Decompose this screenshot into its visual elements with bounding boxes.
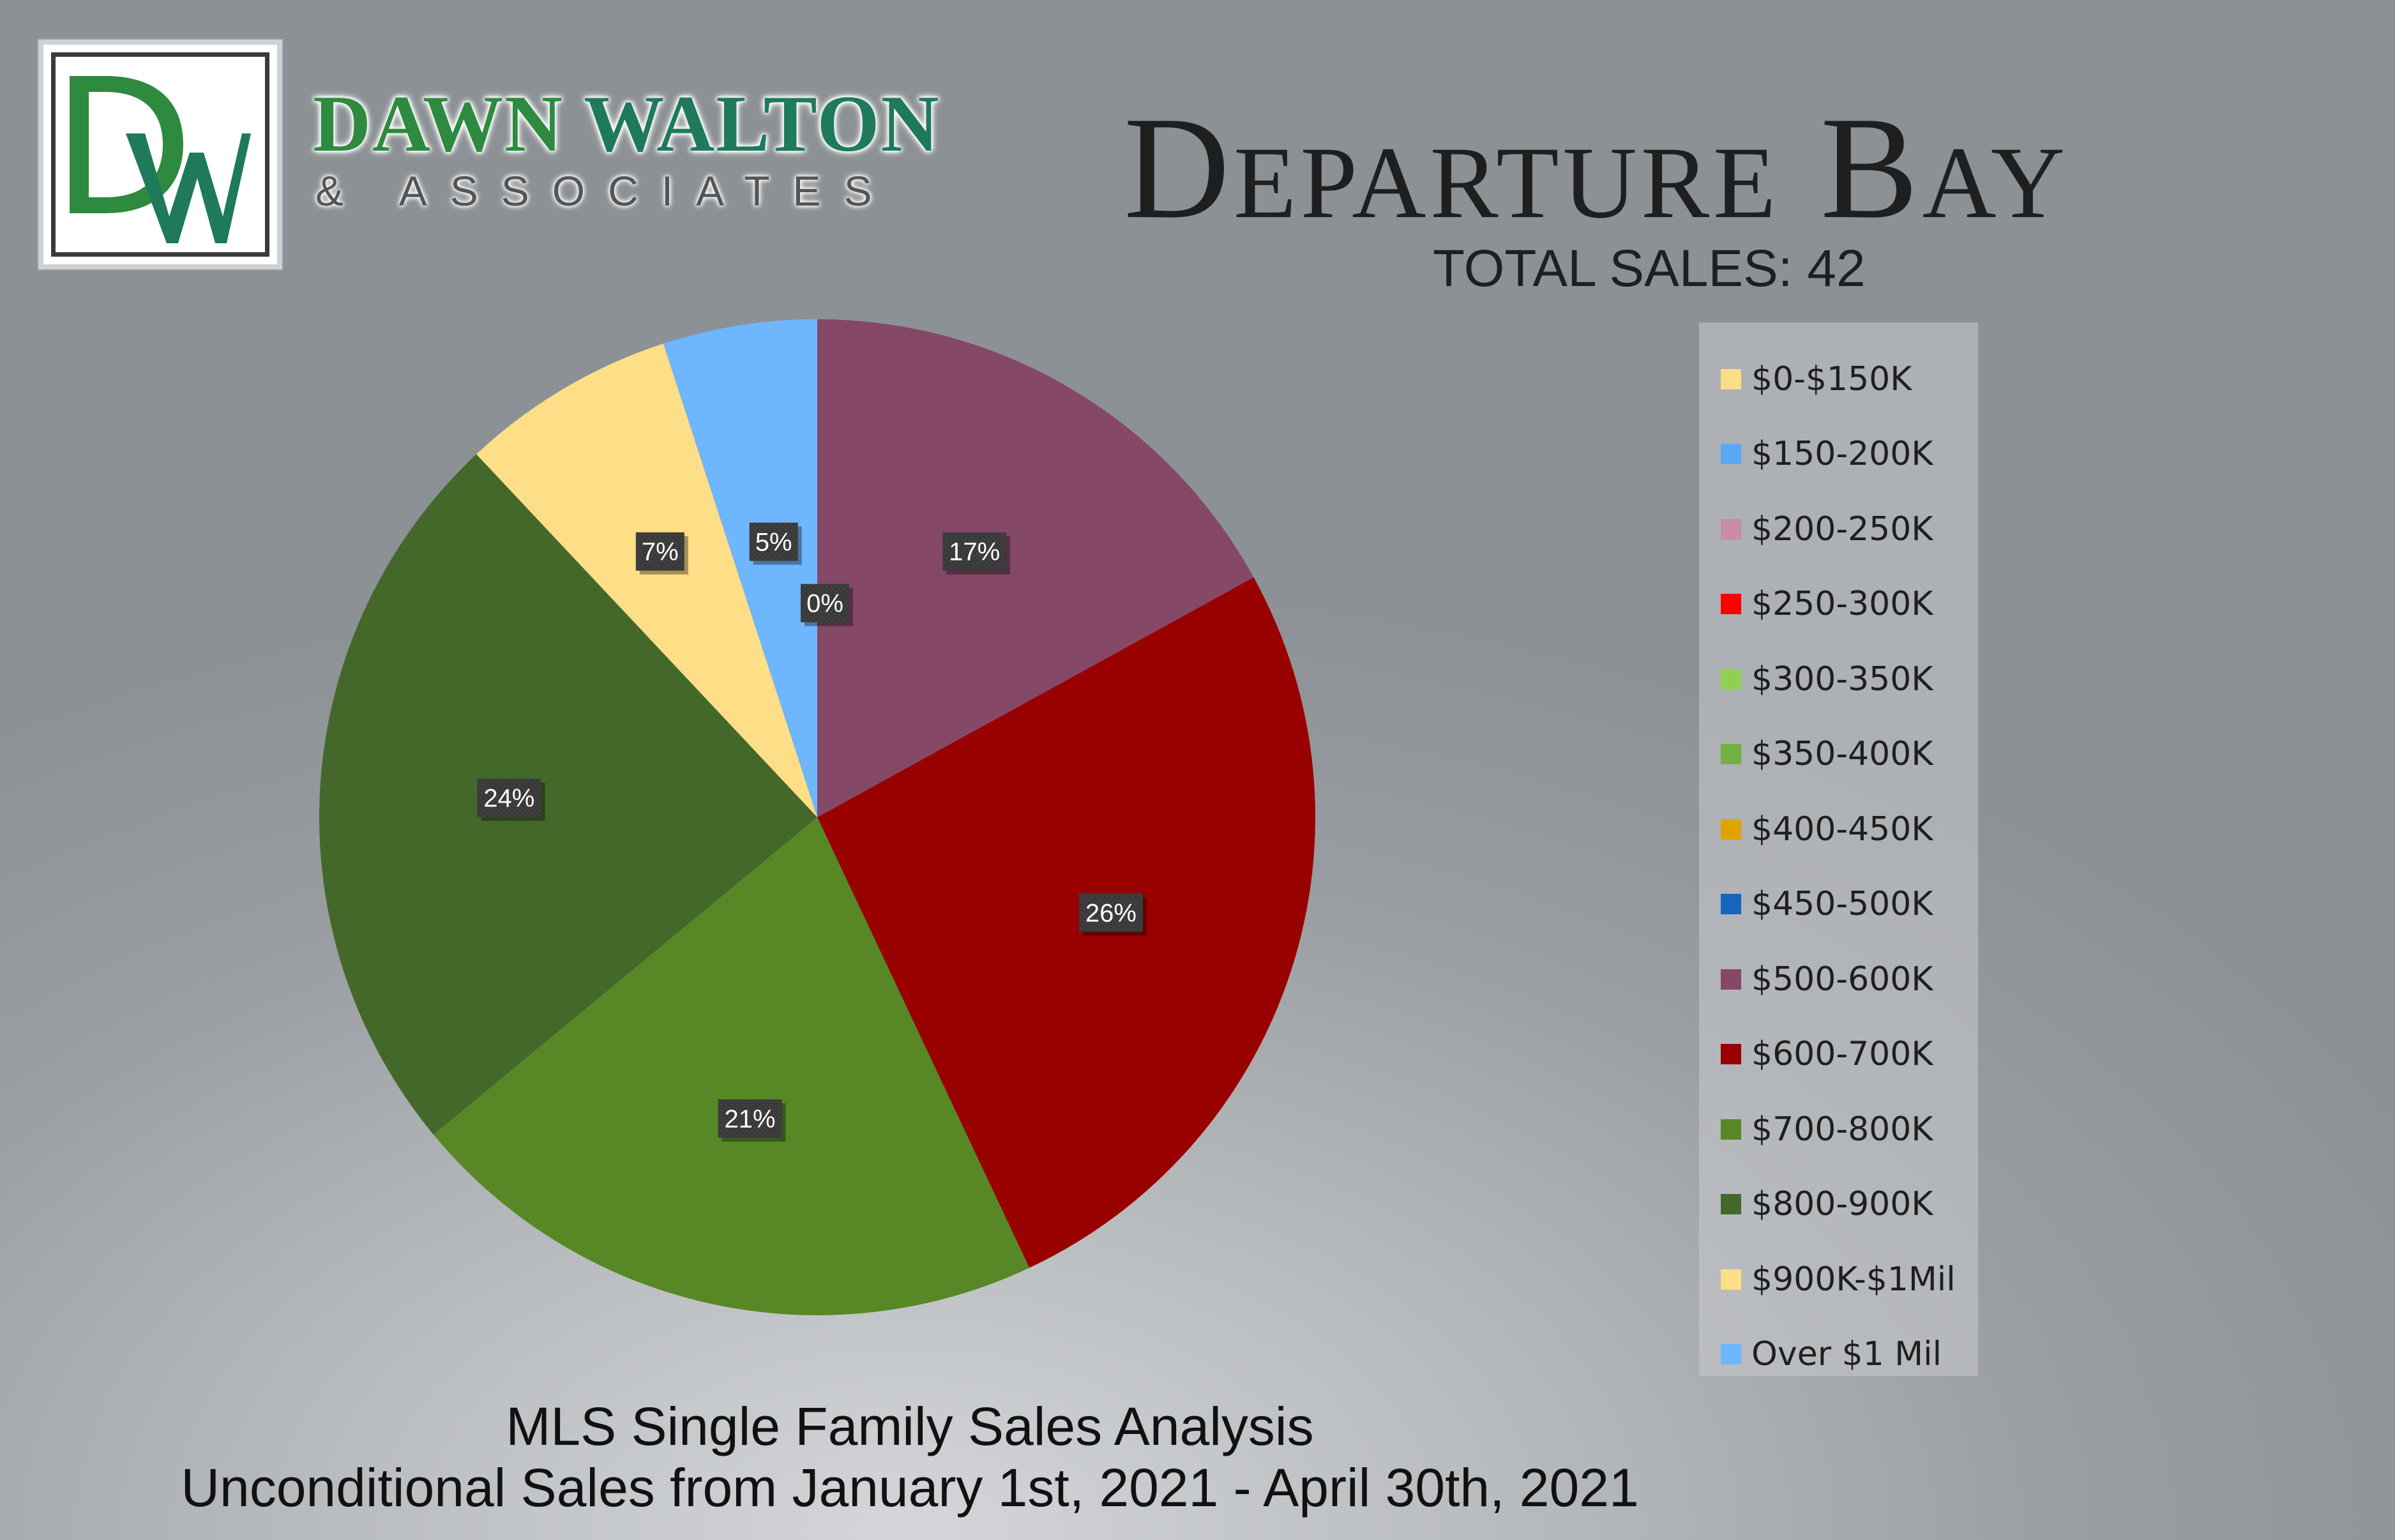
legend-swatch bbox=[1721, 1344, 1741, 1365]
footer-date-range: Unconditional Sales from January 1st, 20… bbox=[181, 1458, 1639, 1518]
legend-label: $200-250K bbox=[1751, 510, 1933, 548]
legend-swatch bbox=[1721, 594, 1741, 615]
logo-monogram bbox=[51, 52, 269, 257]
legend-label: $600-700K bbox=[1751, 1035, 1933, 1074]
legend-item-200-250k: $200-250K bbox=[1699, 492, 1978, 567]
data-label-text: 7% bbox=[642, 538, 679, 566]
page-title: Departure Bay bbox=[1124, 86, 2069, 249]
legend-label: $800-900K bbox=[1751, 1185, 1933, 1224]
chart-legend: $0-$150K $150-200K $200-250K $250-300K $300-… bbox=[1699, 322, 1978, 1376]
legend-swatch bbox=[1721, 444, 1741, 465]
data-label-600-700k: 26% bbox=[1078, 893, 1147, 936]
pie-slice-900k-1mil bbox=[476, 343, 817, 817]
legend-label: $250-300K bbox=[1751, 585, 1933, 624]
legend-label: $700-800K bbox=[1751, 1110, 1933, 1149]
legend-item-over-1-mil: Over $1 Mil bbox=[1699, 1317, 1978, 1393]
data-label-text: 17% bbox=[949, 538, 1000, 566]
legend-item-800-900k: $800-900K bbox=[1699, 1167, 1978, 1242]
legend-item-600-700k: $600-700K bbox=[1699, 1017, 1978, 1092]
data-label-text: 5% bbox=[755, 529, 792, 557]
data-label-text: 24% bbox=[483, 785, 534, 813]
legend-swatch bbox=[1721, 668, 1741, 690]
legend-swatch bbox=[1721, 368, 1741, 389]
logo-dw-mark bbox=[70, 76, 251, 243]
legend-swatch bbox=[1721, 1119, 1741, 1140]
legend-item-500-600k: $500-600K bbox=[1699, 942, 1978, 1017]
legend-label: $500-600K bbox=[1751, 960, 1933, 999]
data-label-0-150k: 0% bbox=[801, 584, 853, 626]
legend-swatch bbox=[1721, 1044, 1741, 1065]
data-label-800-900k: 24% bbox=[477, 778, 545, 821]
pie-data-labels: 0% 17% 26% 21% 24% 7% 5% bbox=[477, 522, 1147, 1142]
legend-item-450-500k: $450-500K bbox=[1699, 867, 1978, 942]
pie-chart: 0% 17% 26% 21% 24% 7% 5% bbox=[319, 319, 1315, 1315]
brand-name-part1: DAWN bbox=[313, 80, 584, 169]
legend-swatch bbox=[1721, 894, 1741, 915]
legend-label: Over $1 Mil bbox=[1751, 1335, 1942, 1374]
legend-label: $300-350K bbox=[1751, 660, 1933, 698]
legend-label: $900K-$1Mil bbox=[1751, 1260, 1956, 1299]
brand-name: DAWN WALTON bbox=[313, 84, 941, 165]
legend-item-400-450k: $400-450K bbox=[1699, 792, 1978, 867]
data-label-700-800k: 21% bbox=[718, 1099, 786, 1142]
pie-slice-600-700k bbox=[817, 577, 1315, 1268]
legend-swatch bbox=[1721, 819, 1741, 840]
pie-slices bbox=[319, 319, 1315, 1315]
legend-label: $0-$150K bbox=[1751, 359, 1912, 398]
legend-label: $400-450K bbox=[1751, 810, 1933, 849]
legend-swatch bbox=[1721, 969, 1741, 990]
data-label-text: 0% bbox=[806, 590, 843, 618]
legend-item-350-400k: $350-400K bbox=[1699, 717, 1978, 792]
pie-slice-500-600k bbox=[817, 319, 1254, 817]
legend-item-150-200k: $150-200K bbox=[1699, 417, 1978, 492]
legend-item-900k-1mil: $900K-$1Mil bbox=[1699, 1242, 1978, 1317]
data-label-over-1-mil: 5% bbox=[749, 522, 802, 565]
legend-item-700-800k: $700-800K bbox=[1699, 1092, 1978, 1167]
logo bbox=[38, 40, 282, 269]
legend-label: $450-500K bbox=[1751, 885, 1933, 924]
data-label-text: 21% bbox=[724, 1105, 775, 1133]
data-label-text: 26% bbox=[1085, 899, 1137, 927]
legend-swatch bbox=[1721, 1194, 1741, 1215]
legend-item-300-350k: $300-350K bbox=[1699, 642, 1978, 717]
legend-label: $350-400K bbox=[1751, 735, 1933, 774]
brand-subtitle: & ASSOCIATES bbox=[315, 167, 895, 215]
pie-slice-700-800k bbox=[433, 817, 1030, 1315]
data-label-900k-1mil: 7% bbox=[635, 532, 688, 575]
brand-name-part2: WALTON bbox=[584, 80, 941, 169]
pie-slice-800-900k bbox=[319, 454, 818, 1135]
legend-swatch bbox=[1721, 1269, 1741, 1290]
legend-item-0-150k: $0-$150K bbox=[1699, 342, 1978, 417]
legend-swatch bbox=[1721, 518, 1741, 540]
legend-item-250-300k: $250-300K bbox=[1699, 567, 1978, 642]
pie-slice-over-1-mil bbox=[663, 319, 817, 817]
footer-title: MLS Single Family Sales Analysis bbox=[506, 1396, 1314, 1456]
legend-label: $150-200K bbox=[1751, 435, 1933, 474]
data-label-500-600k: 17% bbox=[942, 532, 1011, 575]
total-sales: TOTAL SALES: 42 bbox=[1433, 239, 1866, 298]
legend-swatch bbox=[1721, 744, 1741, 765]
